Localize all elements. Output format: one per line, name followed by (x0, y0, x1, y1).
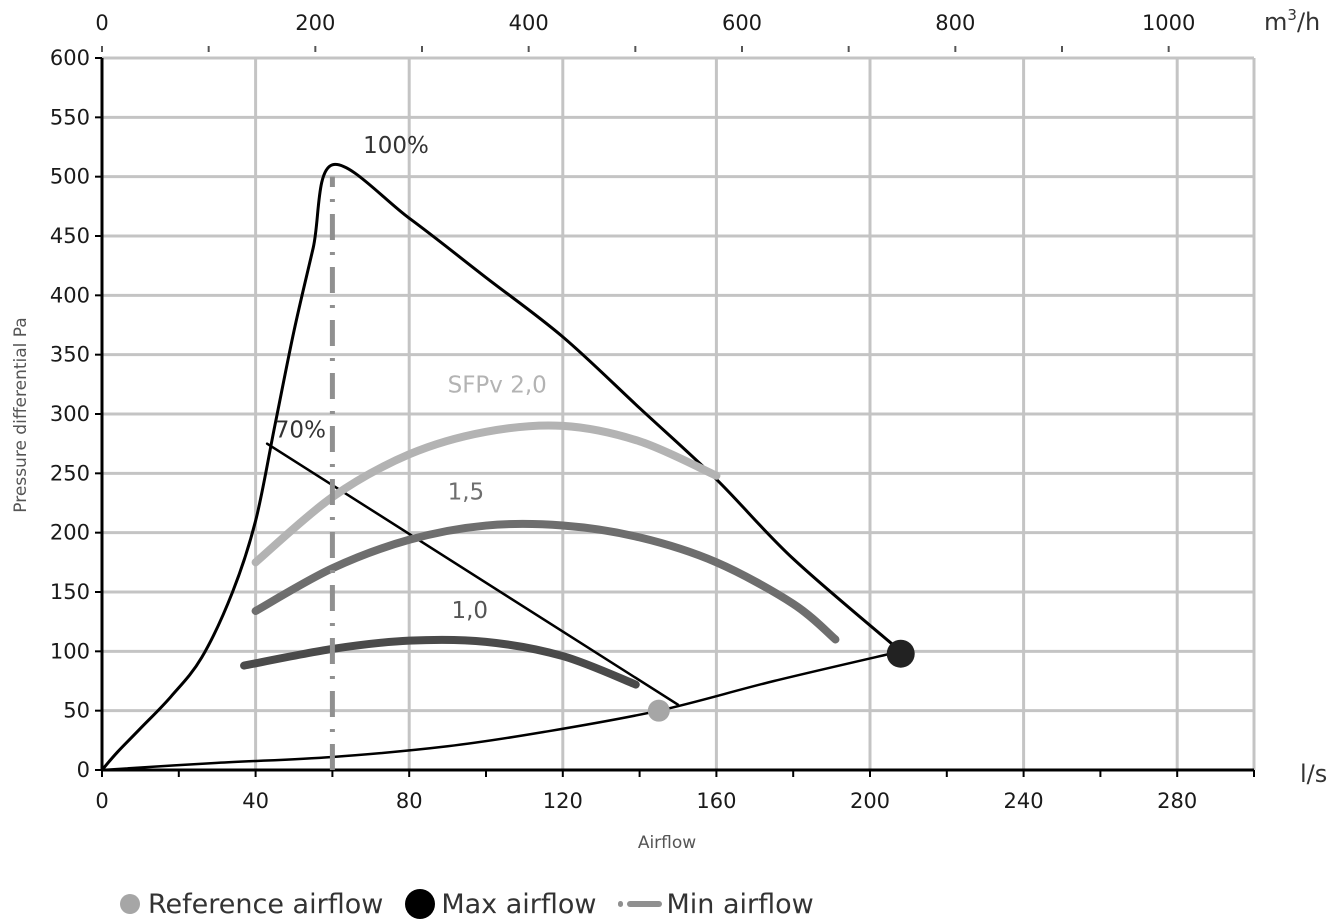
curve-annotation: SFPv 2,0 (448, 373, 547, 399)
y-tick-label: 300 (50, 402, 90, 426)
y-tick-label: 550 (50, 105, 90, 129)
legend-label-reference: Reference airflow (148, 888, 384, 920)
series-line-5 (251, 519, 840, 644)
x-tick-label: 280 (1157, 789, 1197, 813)
top-tick-label: 800 (935, 11, 975, 35)
legend-label-max: Max airflow (441, 888, 597, 920)
x-tick-label: 80 (396, 789, 423, 813)
y-tick-label: 50 (63, 699, 90, 723)
y-tick-label: 500 (50, 165, 90, 189)
y-axis-title: Pressure differential Pa (11, 317, 31, 512)
top-tick-label: 400 (509, 11, 549, 35)
curve-annotation: 100% (363, 133, 429, 159)
x-tick-label: 40 (242, 789, 269, 813)
x-axis-unit: l/s (1300, 760, 1327, 788)
top-axis: 0 200 400 600 800 1000 (95, 11, 1195, 52)
axes: 0 40 80 120 160 200 240 280 0 50 100 150 200 250 300 35… (50, 46, 1255, 813)
x-tick-label: 240 (1004, 789, 1044, 813)
x-tick-label: 160 (696, 789, 736, 813)
y-tick-label: 400 (50, 283, 90, 307)
dash-dot-icon (618, 901, 663, 907)
series-line-3 (100, 650, 902, 772)
curve-annotation: 1,0 (451, 598, 488, 624)
y-tick-label: 0 (77, 758, 90, 782)
y-tick-label: 450 (50, 224, 90, 248)
max-airflow-point (886, 639, 915, 668)
legend-item-max: Max airflow (405, 889, 596, 920)
y-tick-label: 250 (50, 461, 90, 485)
y-tick-label: 150 (50, 580, 90, 604)
legend: Reference airflow Max airflow Min airflo… (120, 884, 836, 924)
series-line-1 (100, 163, 903, 772)
max-dot-icon (405, 889, 436, 919)
series-layer (100, 163, 903, 772)
legend-label-min: Min airflow (666, 888, 814, 920)
curve-annotation: 1,5 (448, 479, 485, 505)
top-axis-unit: m3/h (1264, 6, 1320, 36)
legend-item-reference: Reference airflow (120, 889, 383, 920)
y-tick-label: 600 (50, 46, 90, 70)
annotations-layer: 100% 70% SFPv 2,0 1,5 1,0 (275, 133, 547, 624)
top-tick-label: 600 (722, 11, 762, 35)
curve-annotation: 70% (275, 418, 326, 444)
points-layer (647, 639, 915, 722)
y-tick-label: 350 (50, 343, 90, 367)
x-axis-title: Airflow (638, 833, 696, 853)
series-line-2 (265, 442, 680, 706)
x-tick-label: 120 (543, 789, 583, 813)
top-tick-label: 200 (295, 11, 335, 35)
y-tick-label: 200 (50, 521, 90, 545)
reference-airflow-point (647, 699, 670, 722)
top-tick-label: 1000 (1142, 11, 1195, 35)
top-tick-label: 0 (95, 11, 108, 35)
series-line-6 (240, 635, 640, 689)
legend-item-min: Min airflow (618, 888, 814, 920)
y-tick-label: 100 (50, 639, 90, 663)
reference-dot-icon (120, 894, 140, 914)
x-tick-label: 200 (850, 789, 890, 813)
x-tick-label: 0 (95, 789, 108, 813)
